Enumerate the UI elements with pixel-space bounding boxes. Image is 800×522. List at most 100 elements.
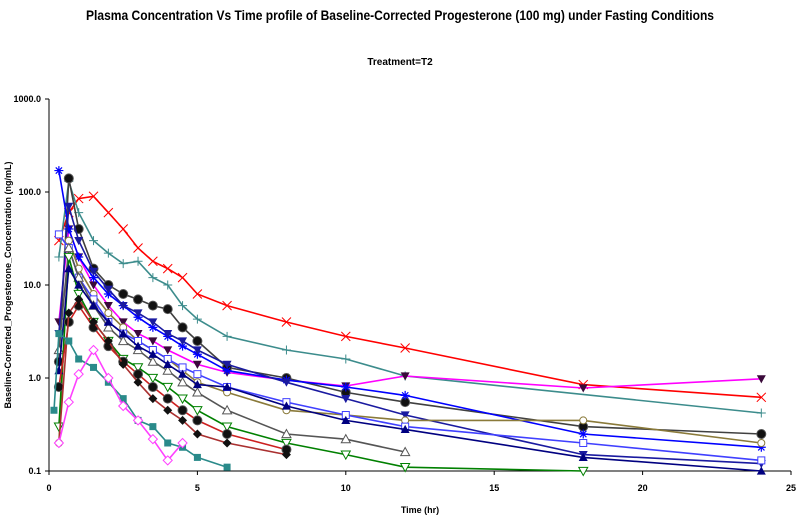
x-tick-label: 20 <box>638 483 648 493</box>
data-point <box>163 405 173 415</box>
data-point <box>756 442 766 452</box>
y-tick-label: 1000.0 <box>13 94 41 104</box>
data-point <box>192 346 202 355</box>
data-point <box>281 401 291 410</box>
data-point <box>103 285 113 294</box>
data-point <box>163 359 173 369</box>
data-point <box>89 281 99 290</box>
data-point <box>53 437 65 449</box>
data-point <box>340 433 352 444</box>
data-point <box>118 359 128 369</box>
data-point <box>192 360 202 369</box>
data-point <box>756 392 767 403</box>
data-point <box>192 289 203 299</box>
data-point <box>177 437 188 449</box>
data-point <box>281 345 291 355</box>
data-point <box>147 373 159 384</box>
data-point <box>53 344 65 355</box>
data-point <box>222 438 232 448</box>
data-point <box>222 360 232 369</box>
data-point <box>50 406 58 414</box>
data-point <box>54 166 64 176</box>
data-point <box>340 331 351 342</box>
data-point <box>64 264 74 273</box>
data-point <box>222 331 232 341</box>
data-point <box>133 256 143 266</box>
data-point <box>55 330 63 338</box>
data-point <box>400 411 410 420</box>
data-point <box>147 300 158 311</box>
data-point <box>222 382 232 391</box>
data-point <box>756 375 766 384</box>
y-axis-label: Baseline-Corrected_Progesterone_Concentr… <box>3 161 13 408</box>
data-point <box>89 273 99 283</box>
series-15 <box>53 344 188 466</box>
data-point <box>118 289 129 300</box>
x-tick-label: 15 <box>489 483 499 493</box>
series-10 <box>53 252 589 477</box>
data-point <box>117 335 129 346</box>
data-point <box>281 378 291 387</box>
data-point <box>221 404 233 415</box>
series-5 <box>54 166 766 452</box>
data-point <box>103 248 113 258</box>
data-point <box>148 273 158 283</box>
data-point <box>192 335 203 346</box>
data-point <box>399 446 411 457</box>
chart-subtitle: Treatment=T2 <box>367 57 433 68</box>
series-7 <box>54 236 766 448</box>
data-point <box>132 363 144 373</box>
data-point <box>162 365 174 375</box>
data-point <box>118 318 128 327</box>
data-point <box>193 453 201 461</box>
data-point <box>64 224 74 234</box>
data-point <box>178 415 188 425</box>
axes <box>48 99 791 472</box>
data-point <box>74 237 84 246</box>
data-point <box>64 202 74 211</box>
data-point <box>192 314 202 324</box>
data-point <box>757 439 766 448</box>
data-point <box>400 424 410 434</box>
data-point <box>163 280 173 290</box>
data-point <box>65 337 73 345</box>
data-point <box>147 433 159 445</box>
data-point <box>163 330 173 339</box>
data-point <box>148 337 158 346</box>
data-point <box>63 252 75 263</box>
data-point <box>222 366 232 376</box>
data-point <box>192 380 202 389</box>
data-point <box>74 294 84 304</box>
data-point <box>177 405 188 416</box>
data-point <box>341 415 351 425</box>
data-point <box>578 429 588 439</box>
y-tick-label: 100.0 <box>18 187 41 197</box>
data-point <box>89 236 99 246</box>
data-point <box>54 252 64 262</box>
series-line <box>58 228 762 389</box>
series-line <box>58 181 762 414</box>
series-1 <box>54 191 767 403</box>
data-point <box>118 329 128 338</box>
data-point <box>103 321 114 332</box>
data-point <box>162 263 173 274</box>
data-point <box>162 382 174 393</box>
data-point <box>73 368 84 380</box>
data-point <box>90 363 98 371</box>
data-point <box>223 463 231 471</box>
data-point <box>63 173 74 184</box>
series-12 <box>53 300 292 455</box>
data-point <box>54 230 63 239</box>
data-point <box>103 302 113 311</box>
data-point <box>178 369 188 378</box>
data-point <box>73 289 85 300</box>
data-point <box>147 356 159 366</box>
x-tick-label: 25 <box>786 483 796 493</box>
data-point <box>133 243 143 253</box>
x-tick-label: 0 <box>46 483 51 493</box>
data-point <box>178 301 188 311</box>
y-tick-label: 0.1 <box>28 466 41 476</box>
data-point <box>341 354 351 364</box>
data-point <box>177 376 188 387</box>
